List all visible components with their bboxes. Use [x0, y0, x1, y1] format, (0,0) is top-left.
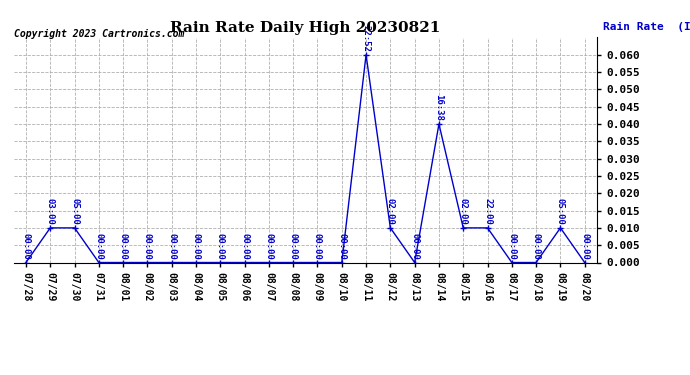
Text: 00:00: 00:00	[192, 233, 201, 260]
Text: 05:00: 05:00	[70, 198, 79, 225]
Text: 02:00: 02:00	[386, 198, 395, 225]
Text: 00:00: 00:00	[288, 233, 297, 260]
Text: 05:00: 05:00	[556, 198, 565, 225]
Text: 03:00: 03:00	[46, 198, 55, 225]
Text: 00:00: 00:00	[95, 233, 103, 260]
Text: 00:00: 00:00	[240, 233, 249, 260]
Text: 22:00: 22:00	[483, 198, 492, 225]
Text: 00:00: 00:00	[313, 233, 322, 260]
Text: 22:52: 22:52	[362, 25, 371, 52]
Text: 00:00: 00:00	[580, 233, 589, 260]
Text: 00:00: 00:00	[143, 233, 152, 260]
Text: 00:00: 00:00	[21, 233, 30, 260]
Text: 00:00: 00:00	[410, 233, 419, 260]
Text: 00:00: 00:00	[167, 233, 176, 260]
Text: Copyright 2023 Cartronics.com: Copyright 2023 Cartronics.com	[14, 28, 184, 39]
Text: Rain Rate  (Inches/Hour): Rain Rate (Inches/Hour)	[602, 22, 690, 32]
Text: 02:00: 02:00	[459, 198, 468, 225]
Text: 16:38: 16:38	[435, 94, 444, 121]
Title: Rain Rate Daily High 20230821: Rain Rate Daily High 20230821	[170, 21, 440, 35]
Text: 00:00: 00:00	[264, 233, 273, 260]
Text: 00:00: 00:00	[216, 233, 225, 260]
Text: 00:00: 00:00	[337, 233, 346, 260]
Text: 00:00: 00:00	[531, 233, 541, 260]
Text: 00:00: 00:00	[507, 233, 516, 260]
Text: 00:00: 00:00	[119, 233, 128, 260]
